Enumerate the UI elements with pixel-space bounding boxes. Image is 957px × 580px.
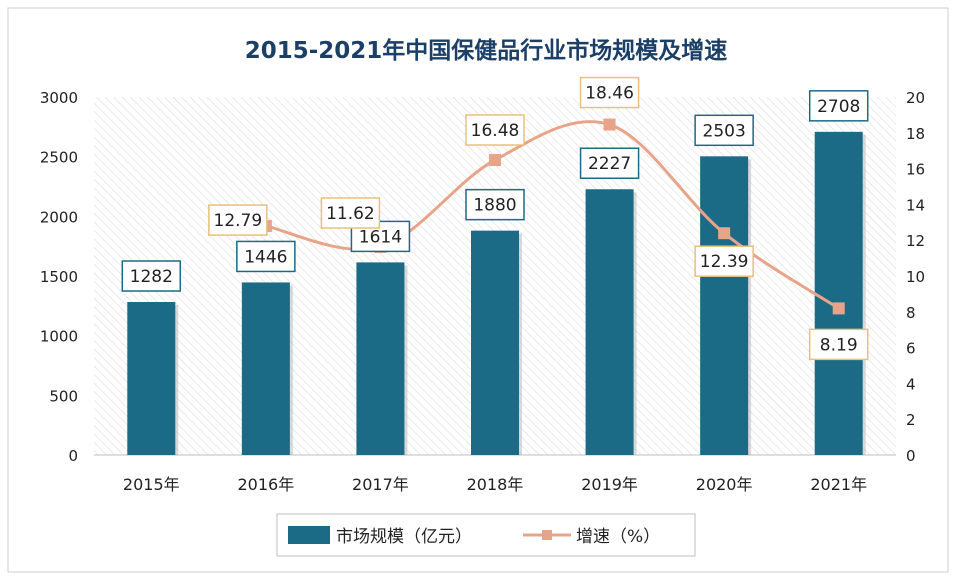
left-tick-label: 0 bbox=[68, 447, 78, 465]
bar bbox=[471, 230, 519, 455]
line-value-label: 18.46 bbox=[585, 84, 634, 104]
bar bbox=[356, 262, 405, 455]
bar bbox=[585, 189, 634, 455]
right-y-axis: 0 2 4 6 8 10 12 14 16 18 20 bbox=[906, 89, 925, 465]
bar-value-label-box bbox=[694, 114, 754, 147]
x-tick-label: 2017年 bbox=[352, 475, 409, 494]
bar-series bbox=[127, 131, 866, 456]
left-tick-label: 2000 bbox=[40, 208, 78, 226]
right-tick-label: 12 bbox=[906, 232, 925, 250]
x-axis-labels: 2015年 2016年 2017年 2018年 2019年 2020年 2021年 bbox=[123, 475, 867, 494]
left-y-axis: 0 500 1000 1500 2000 2500 3000 bbox=[40, 89, 78, 465]
right-tick-label: 18 bbox=[906, 125, 925, 143]
bar-value-label: 1614 bbox=[359, 227, 402, 247]
right-tick-label: 0 bbox=[906, 447, 916, 465]
right-tick-label: 8 bbox=[906, 304, 916, 322]
data-labels: 1282 1446 1614 1880 2227 2503 2708 12.79 11.62 16… bbox=[121, 76, 869, 361]
legend-box bbox=[276, 513, 696, 557]
right-tick-label: 6 bbox=[906, 340, 916, 358]
bar-value-label-box bbox=[579, 147, 640, 179]
line-point bbox=[832, 302, 845, 315]
left-tick-label: 1500 bbox=[40, 268, 78, 286]
right-tick-label: 20 bbox=[906, 89, 925, 107]
line-value-label: 16.48 bbox=[471, 121, 520, 141]
bar bbox=[814, 131, 863, 455]
line-value-label: 11.62 bbox=[326, 204, 375, 224]
legend-bar-swatch bbox=[288, 526, 330, 544]
left-tick-label: 500 bbox=[49, 387, 78, 405]
line-point bbox=[718, 227, 731, 240]
bar bbox=[241, 282, 290, 455]
bar-value-label: 2708 bbox=[817, 97, 860, 117]
line-point bbox=[489, 154, 501, 167]
legend-line-label: 增速（%） bbox=[576, 527, 660, 547]
left-tick-label: 1000 bbox=[40, 328, 78, 346]
right-tick-label: 2 bbox=[906, 411, 916, 429]
right-tick-label: 4 bbox=[906, 375, 916, 393]
x-tick-label: 2015年 bbox=[123, 475, 180, 494]
line-value-label: 12.39 bbox=[700, 252, 749, 272]
bar-value-label-box bbox=[121, 260, 182, 292]
line-value-label-box bbox=[579, 76, 640, 109]
bar-value-label: 2227 bbox=[588, 154, 631, 174]
bar-value-label: 1282 bbox=[130, 267, 173, 287]
bar-value-label-box bbox=[236, 240, 296, 273]
bar-value-label-box bbox=[808, 90, 869, 122]
line-value-label-box bbox=[808, 328, 869, 361]
bar bbox=[127, 302, 176, 455]
line-value-label: 12.79 bbox=[214, 211, 263, 231]
bar-value-label-box bbox=[465, 188, 525, 221]
x-tick-label: 2016年 bbox=[237, 475, 294, 494]
line-point bbox=[603, 118, 616, 131]
right-tick-label: 14 bbox=[906, 196, 925, 214]
legend-line-marker bbox=[542, 530, 552, 540]
x-tick-label: 2019年 bbox=[581, 475, 638, 494]
bar-value-label: 2503 bbox=[703, 121, 746, 141]
line-value-label-box bbox=[694, 245, 754, 277]
line-value-label: 8.19 bbox=[820, 335, 858, 355]
line-value-label-box bbox=[320, 197, 381, 229]
bar-value-label: 1880 bbox=[473, 196, 516, 216]
bar-value-label: 1446 bbox=[244, 247, 287, 267]
left-tick-label: 3000 bbox=[40, 89, 78, 107]
chart-title: 2015-2021年中国保健品行业市场规模及增速 bbox=[245, 37, 728, 64]
x-tick-label: 2021年 bbox=[810, 475, 867, 494]
legend: 市场规模（亿元） 增速（%） bbox=[276, 513, 696, 557]
legend-bar-label: 市场规模（亿元） bbox=[336, 527, 472, 547]
right-tick-label: 10 bbox=[906, 268, 925, 286]
line-value-label-box bbox=[208, 204, 268, 236]
x-tick-label: 2018年 bbox=[467, 475, 524, 494]
right-tick-label: 16 bbox=[906, 161, 925, 179]
left-tick-label: 2500 bbox=[40, 149, 78, 167]
line-value-label-box bbox=[465, 114, 525, 146]
bar bbox=[700, 156, 749, 456]
x-tick-label: 2020年 bbox=[696, 475, 753, 494]
